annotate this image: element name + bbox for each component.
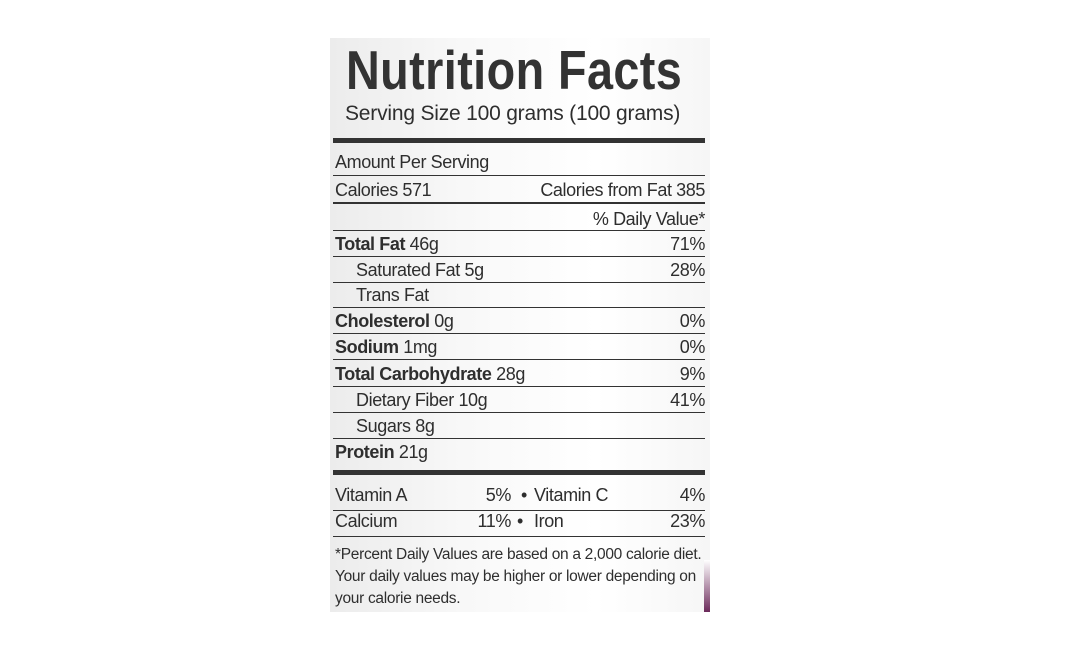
rule (333, 282, 705, 283)
daily-value: 0% (679, 336, 706, 357)
nutrient-amount: 5g (464, 259, 484, 280)
vitamin-dv: 5% (485, 485, 512, 505)
nutrient: Protein 21g (335, 442, 428, 463)
rule (333, 359, 705, 360)
nutrient-row: Total Fat 46g 71% (335, 232, 705, 256)
daily-value: 41% (670, 389, 705, 410)
thick-rule (333, 138, 705, 143)
rule (333, 386, 705, 387)
vitamin-name: Iron (534, 511, 564, 531)
rule (333, 202, 705, 204)
vitamin-row: Vitamin A 5% • Vitamin C 4% (335, 485, 705, 509)
vitamin-dv: 11% (477, 511, 512, 531)
vitamin-dv: 23% (670, 511, 705, 531)
nutrient: Total Carbohydrate 28g (335, 364, 525, 385)
nutrient: Trans Fat (356, 285, 429, 306)
nutrient-name: Protein (335, 441, 395, 462)
daily-value: 71% (670, 233, 705, 254)
nutrient-name: Trans Fat (356, 284, 429, 305)
rule (333, 510, 705, 511)
nutrient: Sugars 8g (356, 415, 435, 437)
daily-value: 9% (679, 363, 706, 384)
nutrient: Dietary Fiber 10g (356, 389, 488, 411)
nutrient-amount: 46g (409, 233, 439, 254)
nutrient-name: Total Fat (335, 233, 406, 254)
rule (333, 307, 705, 308)
nutrient: Total Fat 46g (335, 234, 439, 255)
nutrient: Cholesterol 0g (335, 310, 454, 332)
footnote-line: your calorie needs. (335, 590, 461, 607)
footnote-line: *Percent Daily Values are based on a 2,0… (335, 546, 702, 563)
vitamin-dv: 4% (679, 485, 706, 505)
nutrient-name: Sugars (356, 415, 411, 436)
edge-shade (704, 560, 710, 612)
nutrient: Sodium 1mg (335, 337, 437, 358)
nutrient-amount: 21g (398, 441, 428, 462)
nutrient-row: Protein 21g (335, 440, 705, 464)
daily-value: 0% (679, 310, 706, 331)
nutrient-amount: 10g (458, 389, 488, 410)
daily-value-header: % Daily Value* (592, 208, 706, 229)
nutrient-name: Cholesterol (335, 310, 430, 331)
daily-value: 28% (670, 259, 705, 280)
nutrient-row: Sugars 8g (335, 414, 705, 438)
serving-size: Serving Size 100 grams (100 grams) (345, 102, 681, 125)
nutrient-row: Trans Fat (335, 283, 705, 307)
nutrition-label: Nutrition Facts Serving Size 100 grams (… (330, 38, 710, 612)
calories: Calories 571 (335, 179, 432, 200)
vitamin-name: Vitamin A (335, 485, 408, 505)
nutrient-row: Dietary Fiber 10g 41% (335, 388, 705, 412)
nutrient-name: Saturated Fat (356, 259, 460, 280)
rule (333, 438, 705, 439)
vitamin-name: Vitamin C (534, 485, 609, 505)
nutrient-amount: 0g (434, 310, 454, 331)
thick-rule (333, 470, 705, 475)
nutrient-name: Sodium (335, 336, 399, 357)
rule (333, 230, 705, 231)
amount-per-serving: Amount Per Serving (335, 151, 489, 172)
separator: • (517, 511, 523, 531)
vitamin-row: Calcium 11% • Iron 23% (335, 511, 705, 535)
vitamin-name: Calcium (335, 511, 398, 531)
separator: • (521, 485, 527, 505)
nutrient-row: Sodium 1mg 0% (335, 335, 705, 359)
nutrient-amount: 1mg (403, 336, 438, 357)
rule (333, 536, 705, 537)
row: Amount Per Serving (335, 150, 705, 174)
footnote-line: Your daily values may be higher or lower… (335, 568, 696, 585)
nutrient: Saturated Fat 5g (356, 260, 484, 281)
rule (333, 412, 705, 413)
nutrient-row: Cholesterol 0g 0% (335, 309, 705, 333)
row: Calories 571 Calories from Fat 385 (335, 178, 705, 202)
nutrient-row: Total Carbohydrate 28g 9% (335, 362, 705, 386)
nutrient-amount: 28g (496, 363, 525, 384)
nutrient-name: Dietary Fiber (356, 389, 454, 410)
nutrient-name: Total Carbohydrate (335, 363, 492, 384)
nutrient-row: Saturated Fat 5g 28% (335, 258, 705, 282)
calories-from-fat: Calories from Fat 385 (540, 179, 705, 200)
rule (333, 333, 705, 334)
title: Nutrition Facts (346, 39, 683, 101)
rule (333, 175, 705, 176)
rule (333, 256, 705, 257)
nutrient-amount: 8g (415, 415, 435, 436)
row: % Daily Value* (335, 207, 706, 231)
